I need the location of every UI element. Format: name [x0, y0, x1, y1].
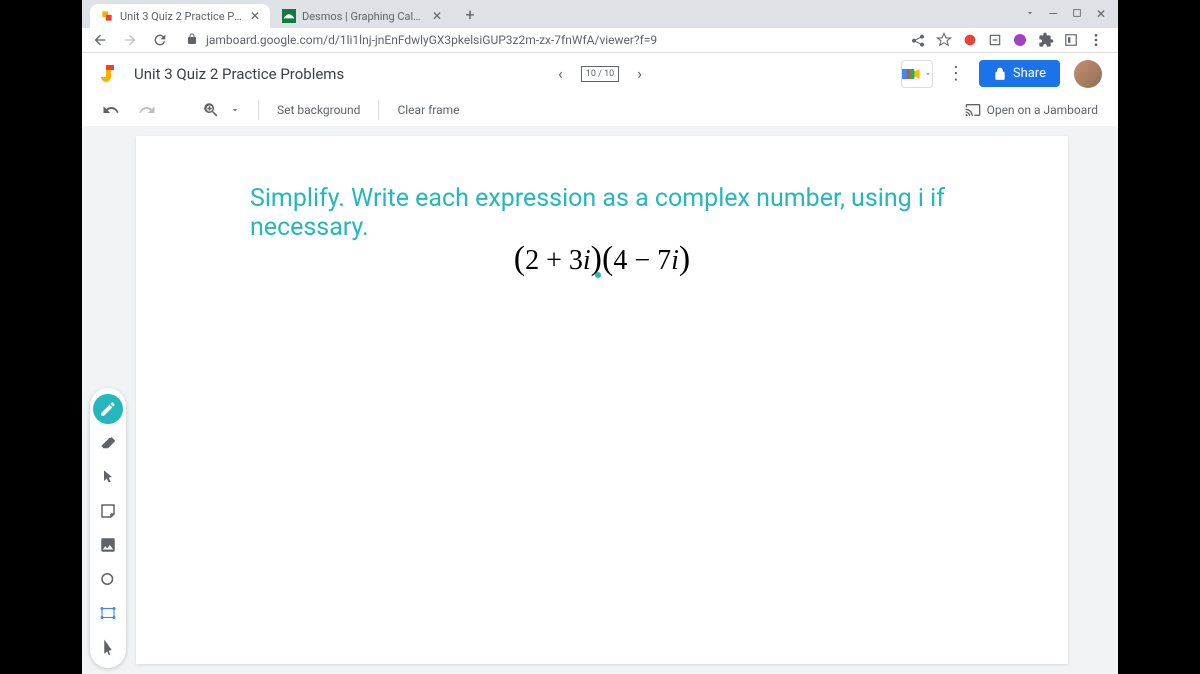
tool-panel — [90, 388, 126, 668]
toolbar-divider — [378, 100, 379, 120]
lock-icon — [186, 33, 198, 48]
browser-tab-bar: Unit 3 Quiz 2 Practice Problems ✕ Desmos… — [82, 0, 1118, 28]
open-jamboard-button[interactable]: Open on a Jamboard — [965, 102, 1098, 118]
minimize-icon[interactable]: — — [1049, 7, 1058, 21]
browser-tab-active[interactable]: Unit 3 Quiz 2 Practice Problems ✕ — [90, 4, 270, 28]
redo-button[interactable] — [138, 101, 156, 119]
tab-title: Unit 3 Quiz 2 Practice Problems — [120, 10, 244, 23]
sticky-note-tool[interactable] — [93, 496, 123, 526]
maximize-icon[interactable] — [1072, 7, 1082, 21]
address-bar: jamboard.google.com/d/1li1lnj-jnEnFdwlyG… — [82, 28, 1118, 53]
canvas-area: Simplify. Write each expression as a com… — [82, 126, 1118, 674]
open-jamboard-label: Open on a Jamboard — [987, 103, 1098, 117]
more-options-button[interactable]: ⋮ — [947, 63, 965, 84]
extension-icon-3[interactable] — [1012, 32, 1028, 48]
reload-button[interactable] — [152, 32, 168, 48]
set-background-button[interactable]: Set background — [277, 103, 360, 117]
chevron-down-icon[interactable] — [1025, 7, 1035, 21]
forward-button[interactable] — [122, 32, 138, 48]
share-url-icon[interactable] — [910, 32, 926, 48]
url-text: jamboard.google.com/d/1li1lnj-jnEnFdwlyG… — [206, 33, 657, 47]
star-icon[interactable] — [936, 32, 952, 48]
next-frame-button[interactable]: › — [637, 64, 642, 83]
share-label: Share — [1013, 66, 1046, 81]
jamboard-logo[interactable] — [98, 62, 122, 86]
select-tool[interactable] — [93, 462, 123, 492]
zoom-button[interactable] — [202, 101, 240, 119]
instruction-text: Simplify. Write each expression as a com… — [250, 184, 1068, 242]
user-avatar[interactable] — [1074, 60, 1102, 88]
math-expression: (2 + 3i)(4 − 7i) — [514, 240, 690, 278]
new-tab-button[interactable]: + — [458, 2, 482, 26]
image-tool[interactable] — [93, 530, 123, 560]
account-box-icon[interactable] — [1064, 33, 1078, 47]
extensions-puzzle-icon[interactable] — [1038, 32, 1054, 48]
tab-close-icon[interactable]: ✕ — [250, 10, 260, 22]
meet-button[interactable] — [901, 60, 933, 88]
browser-tab-inactive[interactable]: Desmos | Graphing Calculator ✕ — [272, 4, 452, 28]
jamboard-favicon — [100, 9, 114, 23]
extension-icon-1[interactable] — [962, 32, 978, 48]
cursor-indicator — [595, 272, 601, 278]
clear-frame-button[interactable]: Clear frame — [397, 103, 459, 117]
close-window-icon[interactable]: ✕ — [1096, 7, 1106, 21]
tab-title: Desmos | Graphing Calculator — [302, 10, 426, 23]
back-button[interactable] — [92, 32, 108, 48]
extension-icon-2[interactable] — [988, 33, 1002, 47]
url-box[interactable]: jamboard.google.com/d/1li1lnj-jnEnFdwlyG… — [178, 33, 900, 48]
circle-tool[interactable] — [93, 564, 123, 594]
laser-tool[interactable] — [93, 632, 123, 662]
app-header: Unit 3 Quiz 2 Practice Problems ‹ 10 / 1… — [82, 53, 1118, 93]
document-title[interactable]: Unit 3 Quiz 2 Practice Problems — [134, 65, 344, 83]
desmos-favicon — [282, 9, 296, 23]
undo-button[interactable] — [102, 101, 120, 119]
eraser-tool[interactable] — [93, 428, 123, 458]
app-toolbar: Set background Clear frame Open on a Jam… — [82, 94, 1118, 126]
frame-navigation: ‹ 10 / 10 › — [558, 64, 642, 83]
browser-menu-icon[interactable] — [1088, 32, 1104, 48]
pen-tool[interactable] — [93, 394, 123, 424]
jamboard-canvas[interactable]: Simplify. Write each expression as a com… — [136, 136, 1068, 664]
frame-counter[interactable]: 10 / 10 — [581, 66, 619, 82]
cast-icon — [965, 102, 981, 118]
text-box-tool[interactable] — [93, 598, 123, 628]
tab-close-icon[interactable]: ✕ — [432, 10, 442, 22]
window-controls: — ✕ — [1025, 7, 1118, 21]
share-button[interactable]: Share — [979, 60, 1060, 87]
prev-frame-button[interactable]: ‹ — [558, 64, 563, 83]
toolbar-divider — [258, 100, 259, 120]
share-icon — [993, 67, 1007, 81]
